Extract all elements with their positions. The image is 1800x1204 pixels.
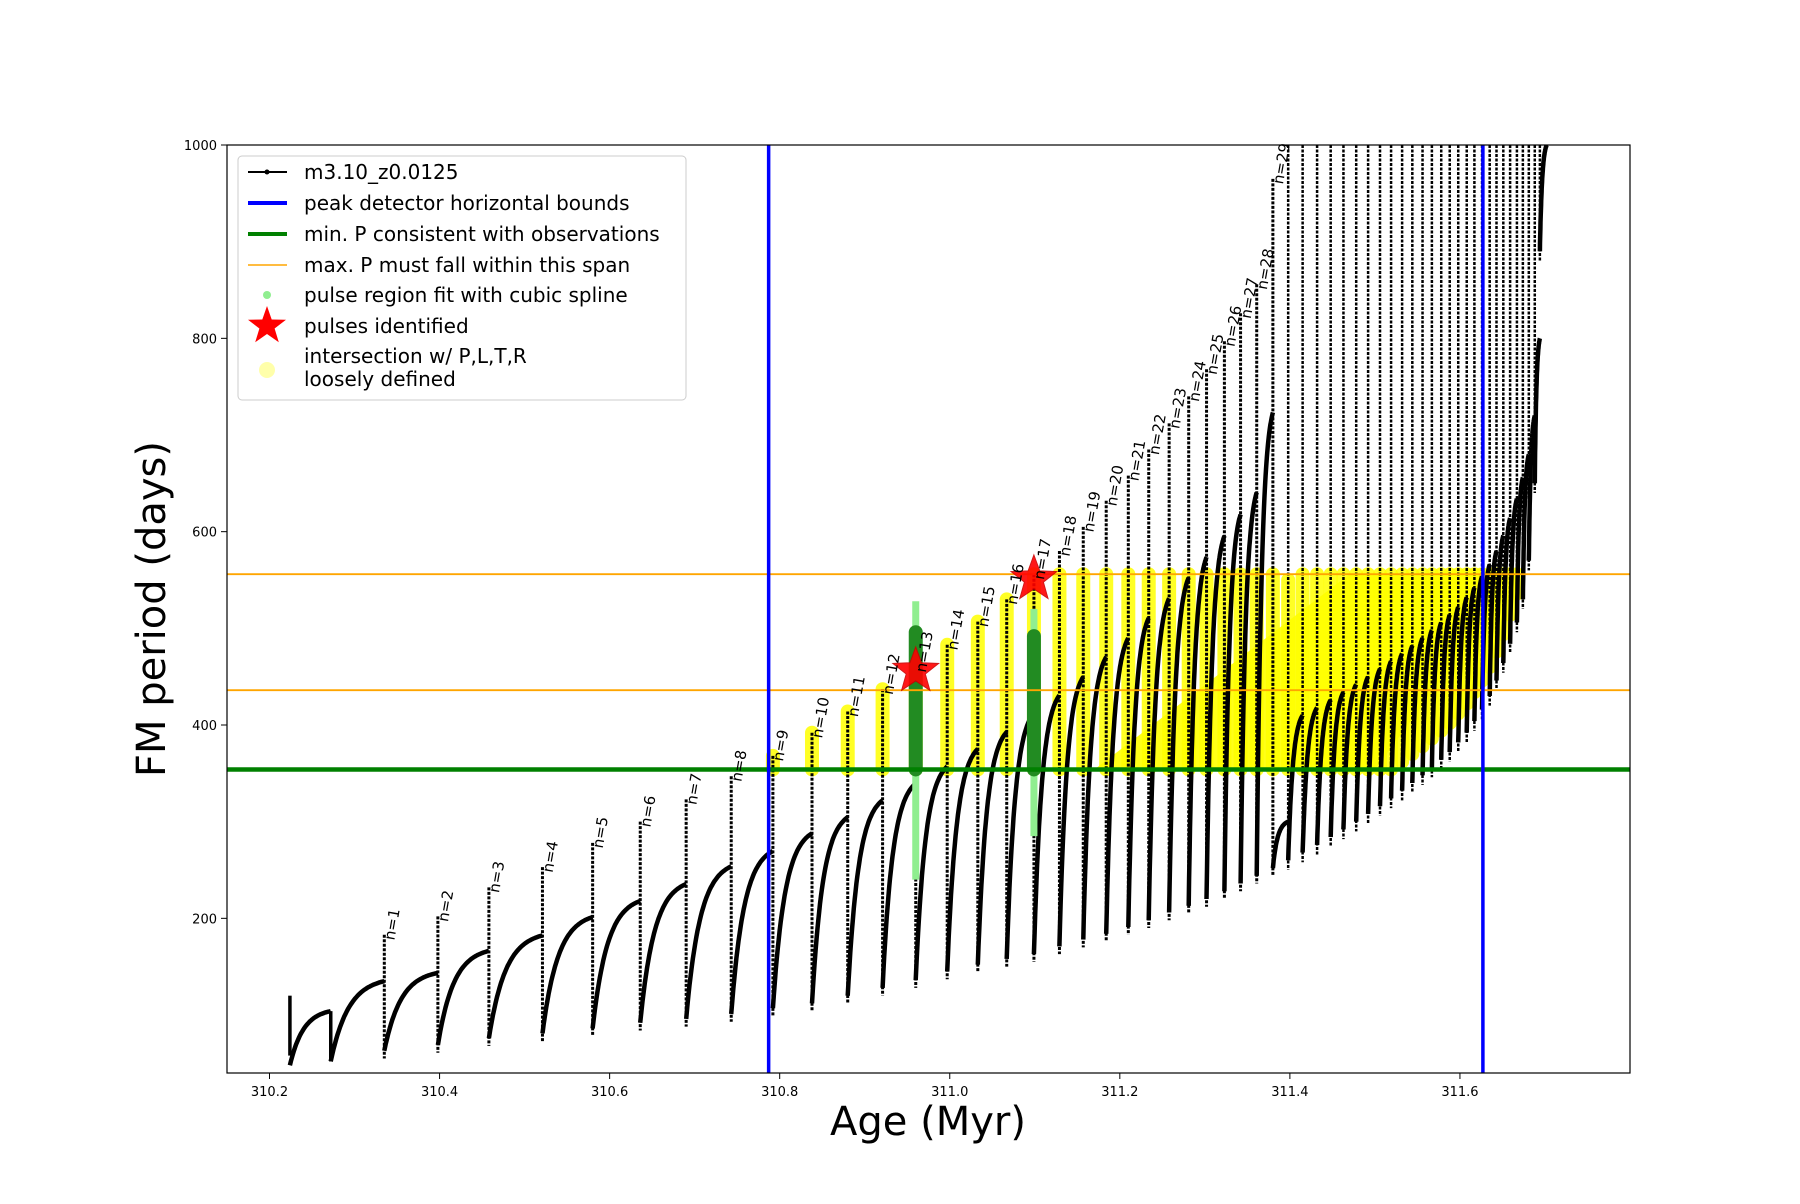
interpulse-recovery — [1081, 655, 1109, 940]
interpulse-recovery — [1031, 693, 1062, 955]
late-recovery — [1537, 145, 1549, 252]
interpulse-recovery — [1103, 636, 1131, 934]
late-recovery — [1455, 595, 1469, 743]
legend-label-line2: loosely defined — [304, 367, 456, 391]
legend-box — [237, 155, 687, 401]
interpulse-recovery — [637, 881, 688, 1023]
reference-lines-layer — [227, 145, 1630, 1073]
late-recovery — [1472, 574, 1485, 722]
interpulse-recovery — [1126, 616, 1151, 928]
late-recovery — [1520, 452, 1532, 600]
pulse-label: n=8 — [727, 749, 750, 783]
pulses-identified-layer — [891, 553, 1059, 692]
interpulse-recovery — [728, 849, 775, 1015]
interpulse-recovery — [435, 948, 490, 1046]
late-recovery — [1507, 497, 1520, 644]
interpulse-recovery — [845, 798, 884, 996]
interpulse-recovery — [540, 914, 594, 1034]
interpulse-recovery — [1057, 675, 1086, 947]
legend-label: max. P must fall within this span — [304, 253, 630, 277]
legend-label: min. P consistent with observations — [304, 222, 660, 246]
pre-pulse-recovery — [328, 979, 386, 1062]
y-axis-label: FM period (days) — [129, 441, 175, 777]
interpulse-recovery — [1270, 819, 1291, 869]
pulse-identified-star — [891, 645, 940, 692]
pulse-label: n=1 — [381, 907, 404, 941]
interpulse-recovery — [1204, 534, 1227, 900]
late-recovery — [1328, 690, 1346, 838]
x-tick-label: 311.4 — [1271, 1085, 1308, 1100]
interpulse-recovery — [382, 970, 439, 1052]
pulse-label: n=4 — [539, 840, 562, 874]
pulse-label: n=5 — [589, 815, 612, 849]
x-axis-label: Age (Myr) — [830, 1099, 1026, 1145]
pulse-identified-star — [1009, 553, 1059, 600]
interpulse-recovery — [770, 831, 814, 1009]
legend-swatch — [259, 362, 275, 378]
interpulse-recovery — [1238, 491, 1259, 884]
pulse-label: n=7 — [682, 772, 705, 806]
legend-label: pulses identified — [304, 314, 469, 338]
legend-swatch-marker — [264, 169, 270, 175]
late-recovery — [1365, 667, 1383, 814]
late-recovery — [1447, 605, 1461, 753]
axes-layer: 310.2 310.4 310.6 310.8 311.0 311.2 311.4 311.6… — [184, 139, 1479, 1100]
x-tick-label: 310.8 — [761, 1085, 798, 1100]
y-tick-label: 400 — [192, 719, 217, 734]
legend-swatch — [263, 291, 271, 299]
pulse-label: n=9 — [769, 728, 792, 762]
interpulse-recovery — [880, 781, 918, 989]
interpulse-recovery — [1186, 556, 1209, 906]
interpulse-recovery — [590, 898, 642, 1029]
plot-frame — [226, 144, 1631, 1074]
legend-label: m3.10_z0.0125 — [304, 160, 459, 184]
initial-recovery — [287, 1008, 332, 1066]
late-recovery — [1388, 651, 1405, 799]
late-recovery — [1353, 675, 1371, 822]
interpulse-recovery — [809, 815, 850, 1004]
late-recovery — [1410, 636, 1425, 784]
late-recovery — [1532, 336, 1543, 484]
interpulse-recovery — [1146, 597, 1172, 921]
x-tick-label: 310.6 — [591, 1085, 628, 1100]
legend-swatch — [248, 306, 286, 343]
late-recovery — [1420, 628, 1434, 776]
pulse-label: n=6 — [636, 794, 659, 828]
late-recovery — [1300, 705, 1319, 853]
legend-label: peak detector horizontal bounds — [304, 191, 630, 215]
late-recovery — [1494, 533, 1506, 681]
interpulse-recovery — [486, 933, 544, 1039]
y-tick-label: 1000 — [184, 139, 217, 154]
interpulse-recovery — [1254, 411, 1276, 876]
y-tick-label: 200 — [192, 912, 217, 927]
x-tick-label: 311.0 — [931, 1085, 968, 1100]
interpulse-recovery — [683, 864, 733, 1020]
late-recovery — [1429, 620, 1444, 768]
legend-label: pulse region fit with cubic spline — [304, 283, 628, 307]
late-recovery — [1438, 613, 1452, 760]
x-tick-label: 311.6 — [1441, 1085, 1478, 1100]
legend-label: intersection w/ P,L,T,R — [304, 344, 527, 368]
y-tick-label: 800 — [192, 332, 217, 347]
interpulse-recovery — [944, 747, 980, 972]
late-recovery — [1285, 713, 1305, 861]
x-tick-label: 310.2 — [251, 1085, 288, 1100]
pulse-label: n=2 — [434, 889, 457, 923]
x-tick-label: 310.4 — [421, 1085, 458, 1100]
x-tick-label: 311.2 — [1101, 1085, 1138, 1100]
late-recovery — [1314, 698, 1333, 845]
late-recovery — [1464, 586, 1477, 733]
late-recovery — [1377, 659, 1394, 807]
pulse-label: n=3 — [485, 860, 508, 894]
interpulse-recovery — [913, 764, 949, 981]
y-tick-label: 600 — [192, 526, 217, 541]
interpulse-recovery — [1222, 513, 1243, 892]
late-recovery — [1399, 644, 1415, 791]
